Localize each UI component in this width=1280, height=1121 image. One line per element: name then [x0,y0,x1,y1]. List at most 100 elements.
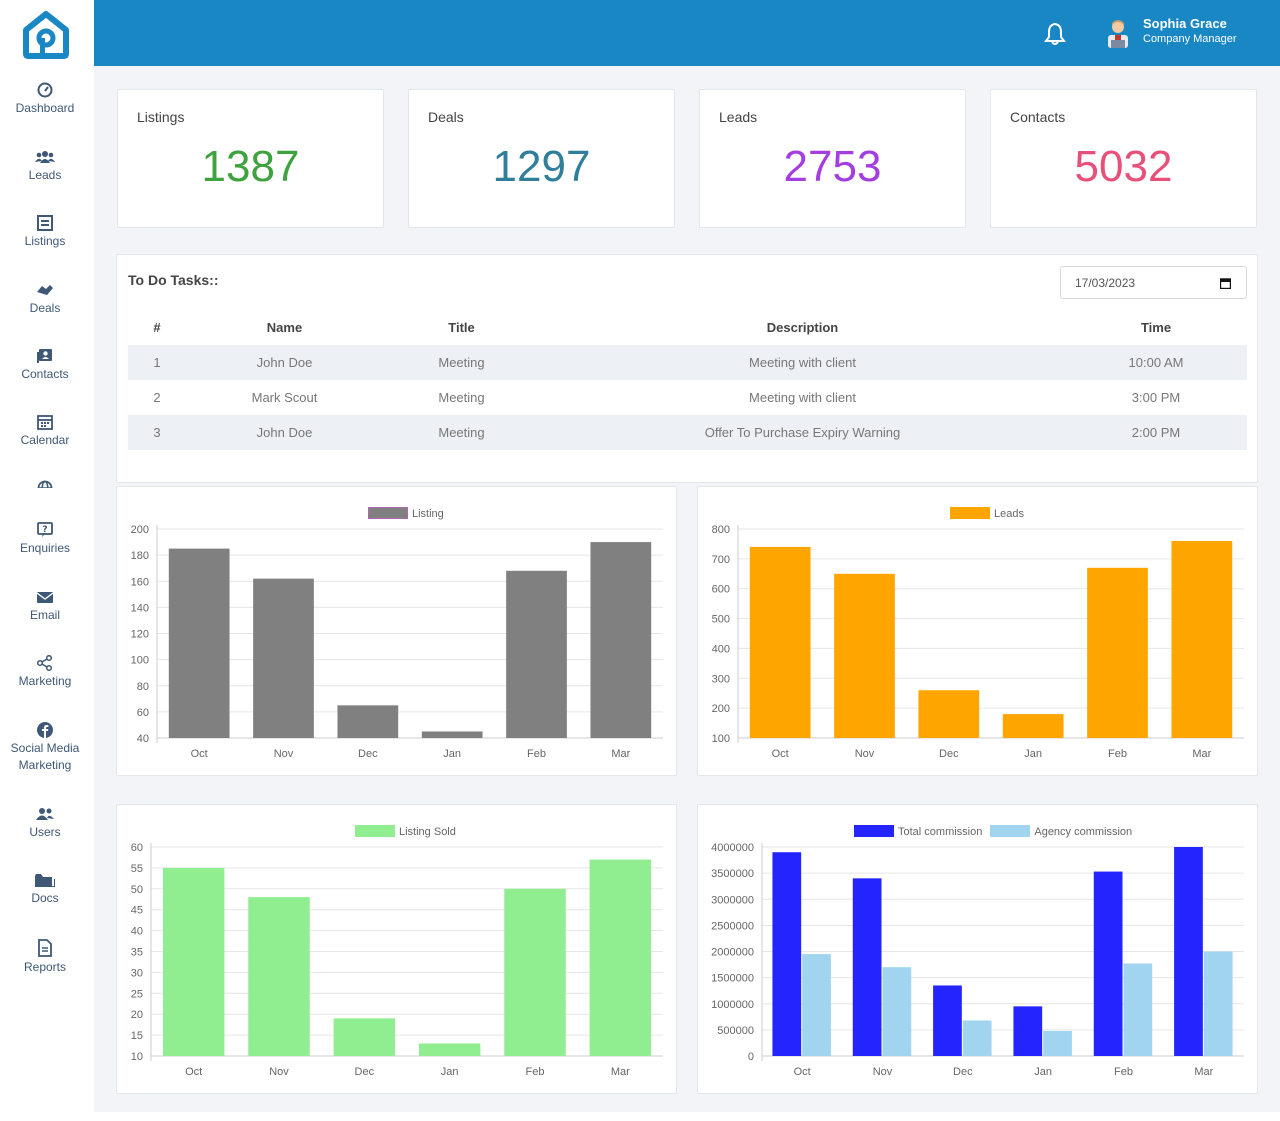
bar-total-commission-oct[interactable] [772,852,802,1056]
bar-listing-sold-nov[interactable] [248,897,310,1056]
sidebar-item-docs[interactable]: Docs [0,872,90,907]
sidebar-item-globe[interactable] [0,480,90,488]
y-tick-label: 40 [131,926,143,938]
bar-listing-sold-oct[interactable] [162,867,225,1056]
cell-description: Meeting with client [749,390,856,405]
bar-leads-feb[interactable] [1087,567,1148,738]
legend-item[interactable]: Agency commission [990,825,1133,838]
x-tick-label: Dec [939,748,959,760]
bar-agency-commission-jan[interactable] [1043,1030,1072,1056]
chart-canvas: 40 60 80 100 120 140 160 180 200 Oct Nov Dec Jan Feb M… [131,524,663,760]
app-logo-icon[interactable] [20,10,72,60]
x-tick-label: Dec [358,748,378,760]
list-icon [37,215,53,231]
bar-listing-sold-mar[interactable] [589,859,652,1056]
x-tick-label: Mar [1194,1066,1213,1078]
stat-card-deals[interactable]: Deals 1297 [408,89,675,228]
stat-card-contacts[interactable]: Contacts 5032 [990,89,1257,228]
stat-card-listings[interactable]: Listings 1387 [117,89,384,228]
bar-listing-sold-dec[interactable] [333,1018,396,1056]
bar-total-commission-dec[interactable] [933,985,962,1056]
sidebar-item-deals[interactable]: Deals [0,282,90,317]
main-content: Listings 1387 Deals 1297 Leads 2753 Cont… [94,66,1280,1112]
y-tick-label: 180 [131,550,149,562]
bar-listing-jan[interactable] [421,731,483,738]
bar-listing-nov[interactable] [253,578,314,738]
sidebar-item-social-media-marketing[interactable]: Social Media Marketing [0,722,90,774]
sidebar-item-contacts[interactable]: Contacts [0,348,90,383]
bar-leads-nov[interactable] [834,573,895,738]
sidebar-item-marketing[interactable]: Marketing [0,655,90,690]
bar-listing-sold-feb[interactable] [504,888,566,1056]
sidebar-item-calendar[interactable]: Calendar [0,414,90,449]
sidebar-item-enquiries[interactable]: ? Enquiries [0,522,90,557]
y-tick-label: 700 [712,554,730,566]
svg-text:?: ? [42,525,47,535]
x-tick-label: Jan [1034,1066,1052,1078]
bar-total-commission-feb[interactable] [1093,871,1123,1056]
sidebar-item-listings[interactable]: Listings [0,215,90,250]
bar-leads-jan[interactable] [1002,714,1064,738]
legend-item[interactable]: Leads [950,507,1024,520]
date-input[interactable]: 17/03/2023 [1060,266,1247,299]
bar-listing-feb[interactable] [506,570,567,738]
sidebar-item-label: Listings [24,234,66,248]
bar-listing-dec[interactable] [337,705,399,738]
legend-label: Agency commission [1034,826,1133,838]
bar-leads-dec[interactable] [918,690,980,738]
bar-agency-commission-oct[interactable] [802,954,831,1056]
bar-listing-oct[interactable] [168,548,230,738]
y-tick-label: 4000000 [711,842,754,854]
x-tick-label: Mar [611,748,630,760]
y-tick-label: 50 [131,884,143,896]
x-tick-label: Feb [1108,748,1127,760]
bar-total-commission-jan[interactable] [1013,1006,1043,1056]
x-tick-label: Nov [873,1066,893,1078]
legend-item[interactable]: Listing Sold [355,825,456,838]
bar-leads-oct[interactable] [749,546,811,738]
bell-icon[interactable] [1044,22,1066,46]
y-tick-label: 55 [131,863,143,875]
y-tick-label: 1500000 [711,973,754,985]
y-tick-label: 140 [131,602,149,614]
table-row[interactable]: 3 John Doe Meeting Offer To Purchase Exp… [128,415,1247,450]
sidebar-item-label: Leads [28,168,62,182]
sidebar-item-users[interactable]: Users [0,806,90,841]
bar-total-commission-mar[interactable] [1174,847,1203,1056]
bar-total-commission-nov[interactable] [852,878,882,1056]
bar-listing-sold-jan[interactable] [418,1043,481,1056]
chart-legend: Listing [368,507,444,520]
stat-value: 5032 [1074,142,1173,191]
user-name[interactable]: Sophia Grace [1143,16,1227,31]
bar-leads-mar[interactable] [1171,540,1233,738]
sidebar-item-reports[interactable]: Reports [0,939,90,976]
sidebar-item-dashboard[interactable]: Dashboard [0,82,90,117]
avatar[interactable] [1106,18,1130,48]
sidebar-item-email[interactable]: Email [0,589,90,624]
bar-agency-commission-mar[interactable] [1203,951,1233,1057]
sidebar-item-label: Deals [29,301,61,315]
legend-item[interactable]: Total commission [854,825,982,838]
sidebar-item-leads[interactable]: Leads [0,149,90,184]
stat-card-leads[interactable]: Leads 2753 [699,89,966,228]
legend-label: Listing Sold [399,826,456,838]
cell-name: John Doe [186,415,383,450]
legend-item[interactable]: Listing [368,507,444,520]
sidebar-item-label: Enquiries [19,541,71,555]
table-row[interactable]: 1 John Doe Meeting Meeting with client 1… [128,345,1247,380]
y-tick-label: 15 [131,1030,143,1042]
date-value: 17/03/2023 [1075,276,1136,290]
user-role: Company Manager [1143,33,1237,45]
table-row[interactable]: 2 Mark Scout Meeting Meeting with client… [128,380,1247,415]
globe-icon [37,480,53,488]
bar-agency-commission-nov[interactable] [882,967,912,1056]
y-tick-label: 80 [137,681,149,693]
calendar-picker-icon[interactable] [1220,278,1231,289]
bar-listing-mar[interactable] [590,542,652,738]
bar-agency-commission-feb[interactable] [1123,963,1153,1056]
cell-description: Offer To Purchase Expiry Warning [540,415,1065,450]
chart-legend: Total commission Agency commission [854,825,1132,838]
stat-title: Deals [428,109,464,125]
y-tick-label: 500000 [717,1025,754,1037]
bar-agency-commission-dec[interactable] [962,1020,992,1056]
